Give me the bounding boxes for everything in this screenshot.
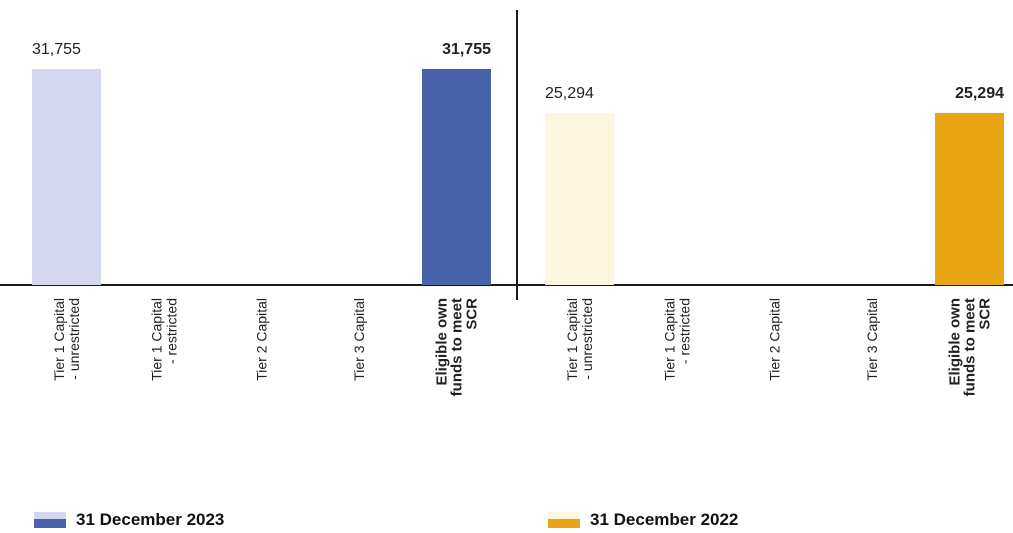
category-label-1-1: Tier 1 Capital- restricted: [662, 298, 693, 381]
category-label-line: Tier 1 Capital: [149, 298, 165, 381]
category-label-line: Eligible own: [434, 298, 451, 386]
category-label-line: - unrestricted: [579, 298, 595, 380]
category-label-0-3: Tier 3 Capital: [351, 298, 367, 381]
category-label-line: funds to meet: [449, 298, 466, 396]
bar-1-0: [545, 112, 614, 285]
category-label-1-2: Tier 2 Capital: [767, 298, 783, 381]
category-label-1-0: Tier 1 Capital- unrestricted: [564, 298, 595, 381]
legend-item-2022: 31 December 2022: [548, 510, 738, 530]
legend-swatch-2022: [548, 512, 580, 528]
category-label-0-0: Tier 1 Capital- unrestricted: [51, 298, 82, 381]
category-label-line: SCR: [977, 298, 994, 330]
category-label-line: - restricted: [164, 298, 180, 364]
category-label-1-4: Eligible ownfunds to meetSCR: [947, 298, 994, 397]
category-label-line: Eligible own: [947, 298, 964, 386]
category-label-line: SCR: [464, 298, 481, 330]
legend-swatch-2023: [34, 512, 66, 528]
data-label-0-0: 31,755: [32, 41, 81, 58]
category-label-line: Tier 1 Capital: [662, 298, 678, 381]
legend-item-2023: 31 December 2023: [34, 510, 224, 530]
category-label-line: Tier 1 Capital: [564, 298, 580, 381]
category-label-line: Tier 2 Capital: [254, 298, 270, 381]
category-label-0-1: Tier 1 Capital- restricted: [149, 298, 180, 381]
legend-label-2022: 31 December 2022: [590, 510, 739, 529]
bar-0-0: [32, 69, 101, 285]
category-label-0-2: Tier 2 Capital: [254, 298, 270, 381]
category-label-line: - unrestricted: [66, 298, 82, 380]
bar-1-4: [935, 112, 1004, 285]
category-label-0-4: Eligible ownfunds to meetSCR: [434, 298, 481, 397]
category-label-line: Tier 3 Capital: [351, 298, 367, 381]
category-label-line: funds to meet: [962, 298, 979, 396]
data-label-1-4: 25,294: [955, 85, 1004, 102]
legend-label-2023: 31 December 2023: [76, 510, 225, 529]
data-label-0-4: 31,755: [442, 41, 491, 58]
category-label-1-3: Tier 3 Capital: [864, 298, 880, 381]
category-label-line: Tier 2 Capital: [767, 298, 783, 381]
bar-0-4: [422, 69, 491, 285]
category-label-line: Tier 1 Capital: [51, 298, 67, 381]
data-label-1-0: 25,294: [545, 85, 594, 102]
category-label-line: Tier 3 Capital: [864, 298, 880, 381]
category-label-line: - restricted: [677, 298, 693, 364]
